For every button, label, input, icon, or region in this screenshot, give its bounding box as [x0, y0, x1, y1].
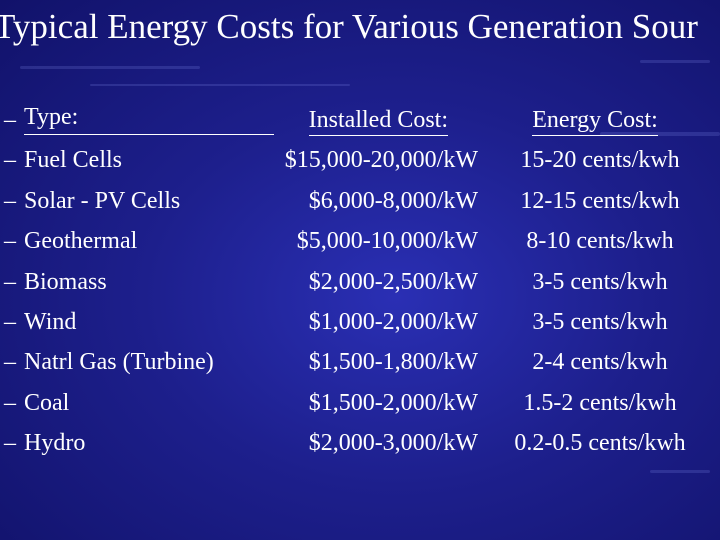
energy-cost: 2-4 cents/kwh — [532, 349, 668, 376]
bullet-dash: – — [4, 349, 16, 376]
installed-cost: $1,500-1,800/kW — [308, 349, 478, 376]
source-type: Geothermal — [24, 228, 138, 255]
table-row: – Geothermal $5,000-10,000/kW 8-10 cents/kw… — [0, 221, 720, 261]
header-type-label: Type: — [24, 104, 79, 130]
energy-cost: 1.5-2 cents/kwh — [523, 389, 677, 416]
energy-cost: 3-5 cents/kwh — [532, 268, 668, 295]
table-row: – Coal $1,500-2,000/kW 1.5-2 cents/kwh — [0, 383, 720, 423]
source-type: Hydro — [24, 430, 86, 457]
table-row: – Natrl Gas (Turbine) $1,500-1,800/kW 2-4 c… — [0, 342, 720, 382]
bullet-dash: – — [4, 228, 16, 255]
source-type: Solar - PV Cells — [24, 187, 181, 214]
installed-cost: $2,000-3,000/kW — [308, 430, 478, 457]
header-installed-label: Installed Cost: — [308, 105, 448, 136]
header-energy-label: Energy Cost: — [532, 105, 658, 136]
energy-cost: 15-20 cents/kwh — [520, 147, 680, 174]
installed-cost: $1,000-2,000/kW — [308, 308, 478, 335]
energy-cost: 12-15 cents/kwh — [520, 187, 680, 214]
background-streak — [20, 66, 200, 69]
table-row: – Solar - PV Cells $6,000-8,000/kW 12-15 ce… — [0, 181, 720, 221]
installed-cost: $6,000-8,000/kW — [308, 187, 478, 214]
installed-cost: $5,000-10,000/kW — [296, 228, 478, 255]
bullet-dash: – — [4, 389, 16, 416]
bullet-dash: – — [4, 430, 16, 457]
energy-cost: 8-10 cents/kwh — [526, 228, 674, 255]
source-type: Wind — [24, 308, 77, 335]
table-header-row: – Type: Installed Cost: Energy Cost: — [0, 100, 720, 140]
source-type: Biomass — [24, 268, 107, 295]
table-row: – Fuel Cells $15,000-20,000/kW 15-20 cents/… — [0, 140, 720, 180]
source-type: Natrl Gas (Turbine) — [24, 349, 214, 376]
bullet-dash: – — [4, 147, 16, 174]
header-energy-cost: Energy Cost: — [490, 100, 700, 140]
energy-cost: 3-5 cents/kwh — [532, 308, 668, 335]
energy-cost: 0.2-0.5 cents/kwh — [514, 430, 686, 457]
bullet-dash: – — [4, 268, 16, 295]
table-row: – Hydro $2,000-3,000/kW 0.2-0.5 cents/kwh — [0, 423, 720, 463]
installed-cost: $1,500-2,000/kW — [308, 389, 478, 416]
background-streak — [640, 60, 710, 63]
background-streak — [90, 84, 350, 86]
bullet-dash: – — [4, 308, 16, 335]
table-row: – Biomass $2,000-2,500/kW 3-5 cents/kwh — [0, 262, 720, 302]
bullet-dash: – — [4, 187, 16, 214]
background-streak — [600, 132, 720, 136]
source-type: Coal — [24, 389, 70, 416]
table-row: – Wind $1,000-2,000/kW 3-5 cents/kwh — [0, 302, 720, 342]
background-streak — [650, 470, 710, 473]
installed-cost: $15,000-20,000/kW — [284, 147, 478, 174]
slide-title: Typical Energy Costs for Various Generat… — [0, 7, 698, 46]
header-installed-cost: Installed Cost: — [270, 100, 448, 140]
installed-cost: $2,000-2,500/kW — [308, 268, 478, 295]
cost-table: – Type: Installed Cost: Energy Cost: – Fu… — [0, 100, 720, 464]
bullet-dash: – — [4, 107, 16, 133]
header-type: Type: — [24, 100, 274, 135]
source-type: Fuel Cells — [24, 147, 123, 174]
